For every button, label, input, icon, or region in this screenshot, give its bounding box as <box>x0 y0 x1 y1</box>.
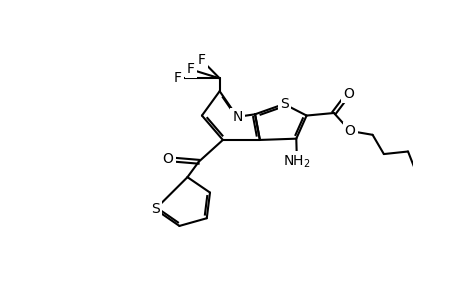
Text: NH$_2$: NH$_2$ <box>282 154 310 170</box>
Text: F: F <box>197 53 206 68</box>
Text: O: O <box>162 152 173 166</box>
Text: N: N <box>232 110 242 124</box>
Text: F: F <box>174 71 181 85</box>
Text: O: O <box>344 124 355 138</box>
Text: S: S <box>279 97 288 111</box>
Text: O: O <box>342 87 353 101</box>
Text: S: S <box>151 202 159 216</box>
Text: F: F <box>186 62 194 76</box>
